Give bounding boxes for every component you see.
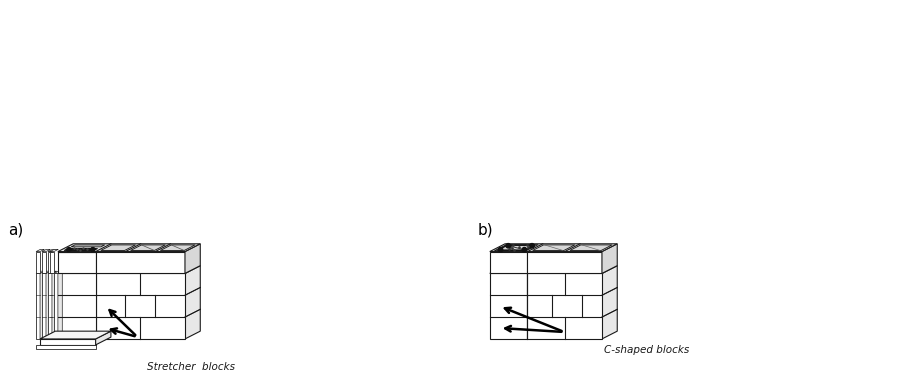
Circle shape <box>506 244 510 248</box>
Polygon shape <box>95 273 185 339</box>
Polygon shape <box>40 271 44 339</box>
Polygon shape <box>185 266 201 339</box>
Polygon shape <box>36 345 95 349</box>
Circle shape <box>91 248 94 251</box>
Polygon shape <box>58 273 95 339</box>
Polygon shape <box>36 249 44 252</box>
Polygon shape <box>52 271 56 339</box>
Polygon shape <box>602 266 617 339</box>
Polygon shape <box>490 244 617 252</box>
Polygon shape <box>54 273 58 339</box>
Polygon shape <box>131 245 165 251</box>
Polygon shape <box>54 271 62 273</box>
Polygon shape <box>58 244 201 252</box>
Circle shape <box>498 247 503 252</box>
Polygon shape <box>570 245 612 251</box>
Text: a): a) <box>8 222 24 237</box>
Polygon shape <box>40 331 111 339</box>
Circle shape <box>67 248 71 251</box>
Polygon shape <box>185 244 201 273</box>
Polygon shape <box>64 249 98 251</box>
Polygon shape <box>95 331 111 345</box>
Polygon shape <box>95 252 185 273</box>
Polygon shape <box>42 273 46 339</box>
Polygon shape <box>36 271 44 273</box>
Polygon shape <box>490 273 528 339</box>
Text: C-shaped blocks: C-shaped blocks <box>604 345 689 355</box>
Polygon shape <box>48 271 56 273</box>
Circle shape <box>522 247 527 252</box>
Polygon shape <box>71 245 104 247</box>
Polygon shape <box>602 244 617 273</box>
Polygon shape <box>48 273 52 339</box>
Text: b): b) <box>478 222 494 237</box>
Circle shape <box>529 244 534 248</box>
Polygon shape <box>48 249 56 252</box>
Polygon shape <box>42 249 50 252</box>
Polygon shape <box>58 252 95 273</box>
Polygon shape <box>495 245 539 251</box>
Polygon shape <box>36 273 40 339</box>
Polygon shape <box>42 252 46 273</box>
Polygon shape <box>160 245 195 251</box>
Polygon shape <box>40 339 95 345</box>
Polygon shape <box>48 252 52 273</box>
Polygon shape <box>533 245 575 251</box>
Polygon shape <box>46 271 50 339</box>
Text: Stretcher  blocks: Stretcher blocks <box>147 362 235 372</box>
Polygon shape <box>528 273 602 339</box>
Polygon shape <box>42 271 50 273</box>
Circle shape <box>92 247 95 251</box>
Polygon shape <box>50 252 54 273</box>
Polygon shape <box>528 252 602 273</box>
Polygon shape <box>101 245 136 251</box>
Polygon shape <box>50 249 59 252</box>
Polygon shape <box>490 252 528 273</box>
Polygon shape <box>58 271 62 339</box>
Circle shape <box>68 247 71 251</box>
Polygon shape <box>95 266 201 273</box>
Polygon shape <box>490 266 617 273</box>
Polygon shape <box>36 252 40 273</box>
